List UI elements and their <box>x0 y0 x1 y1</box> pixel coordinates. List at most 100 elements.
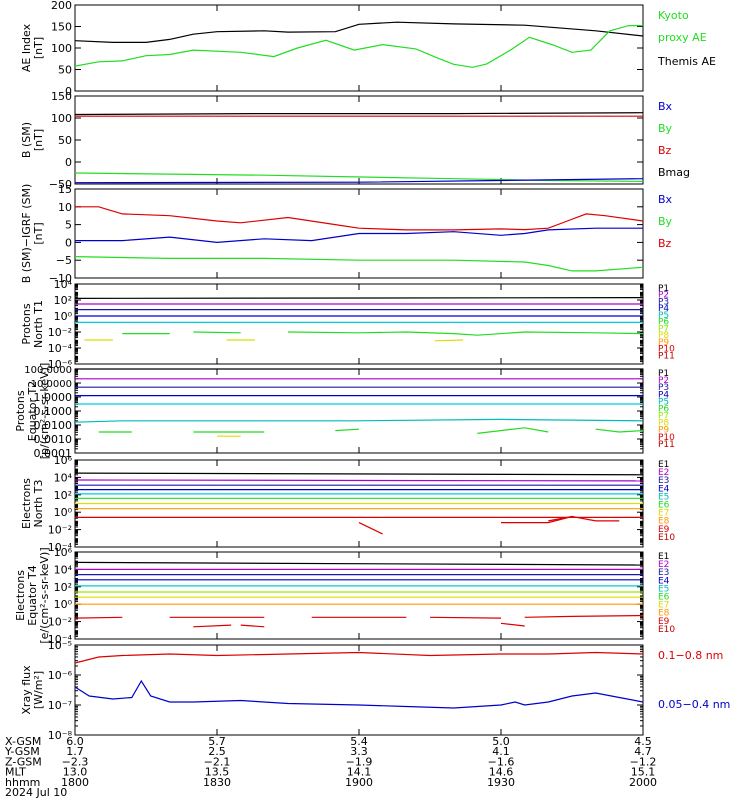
legend-entry: E3 <box>658 568 669 578</box>
legend-entry: P8 <box>658 331 669 341</box>
legend-entry: E10 <box>658 533 675 543</box>
y-tick-label: 0.0001 <box>34 447 73 460</box>
y-axis-label: Electrons <box>20 478 33 529</box>
y-tick-label: 50 <box>58 64 72 77</box>
y-tick-label: 0.1000 <box>34 405 73 418</box>
ephemeris-value: 2000 <box>629 776 657 789</box>
ephemeris-value: 1830 <box>203 776 231 789</box>
panel-8: 10⁻⁸ 10⁻⁷ 10⁻⁶ 10⁻⁵ Xray flux [W/m²] 0.1−0.8 n… <box>20 639 730 742</box>
series-line-e10 <box>500 622 525 627</box>
legend-entry: E2 <box>658 468 669 478</box>
y-tick-label: 10⁴ <box>54 278 73 291</box>
y-tick-label: 0 <box>65 236 72 249</box>
legend-entry: P11 <box>658 351 675 361</box>
ephemeris-value: −1.2 <box>630 755 657 768</box>
legend-entry: E4 <box>658 576 670 586</box>
panel-2: −50 0 50 100 150 B (SM) [nT] Bx By Bz Bmag <box>20 90 690 191</box>
ephemeris-value: 3.3 <box>350 745 368 758</box>
ephemeris-row-label: Z-GSM <box>5 755 42 768</box>
legend-entry: P10 <box>658 433 675 443</box>
series-line-e10 <box>358 522 383 535</box>
legend-entry: E5 <box>658 584 669 594</box>
series-line-00504nm <box>74 679 644 709</box>
ephemeris-value: 5.0 <box>492 735 510 748</box>
legend-entry: Themis AE <box>657 55 716 68</box>
y-tick-label: 10⁻² <box>48 524 72 537</box>
ephemeris-value: 13.5 <box>205 766 230 779</box>
series-line-0108nm <box>74 651 644 664</box>
legend-entry: E3 <box>658 476 669 486</box>
y-tick-label: 0.0010 <box>34 433 73 446</box>
legend-entry: E8 <box>658 517 670 527</box>
ephemeris-value: 1900 <box>345 776 373 789</box>
series-line-kyotoproxyae <box>74 25 643 68</box>
y-axis-label: B (SM) <box>20 122 33 158</box>
y-axis-label: [nT] <box>32 129 45 151</box>
y-axis-label: Electrons <box>14 570 27 621</box>
y-axis-label: B (SM)−IGRF (SM) <box>20 184 33 284</box>
y-tick-label: 10⁻⁶ <box>48 358 73 371</box>
legend-entry: P6 <box>658 404 669 414</box>
legend-entry: P3 <box>658 297 669 307</box>
y-tick-label: 100 <box>51 112 72 125</box>
y-tick-label: 10⁻² <box>48 326 72 339</box>
panel-frame <box>74 283 644 365</box>
ephemeris-value: 4.1 <box>492 745 510 758</box>
ephemeris-row-label: MLT <box>5 766 26 779</box>
legend-entry: E7 <box>658 601 669 611</box>
y-tick-label: 10⁶ <box>54 546 73 559</box>
y-axis-label: AE Index <box>20 23 33 72</box>
ephemeris-value: 1.7 <box>66 745 84 758</box>
series-line-e10 <box>240 624 265 628</box>
y-tick-label: 0 <box>65 156 72 169</box>
legend-entry: P9 <box>658 338 669 348</box>
legend-entry: By <box>658 122 673 135</box>
legend-entry: P4 <box>658 390 669 400</box>
legend-entry: E1 <box>658 552 669 562</box>
y-axis-label: [nT] <box>32 37 45 59</box>
ephemeris-value: −2.3 <box>62 755 89 768</box>
legend-entry: Bx <box>658 193 673 206</box>
legend-entry: E4 <box>658 484 670 494</box>
panel-frame <box>74 4 644 92</box>
y-tick-label: 10⁻⁴ <box>48 633 73 646</box>
series-line-bx <box>75 227 643 244</box>
ephemeris-value: 4.5 <box>634 735 652 748</box>
series-line-e9 <box>548 515 620 522</box>
y-tick-label: 10⁻⁴ <box>48 541 73 554</box>
y-tick-label: 10⁻⁴ <box>48 342 73 355</box>
y-axis-label: Equator T2 <box>26 381 39 441</box>
ephemeris-value: 2.5 <box>208 745 226 758</box>
legend-entry: P2 <box>658 376 669 386</box>
ephemeris-value: −1.9 <box>346 755 373 768</box>
panel-frame <box>74 644 644 736</box>
series-line-p8 <box>434 339 464 342</box>
ephemeris-value: −2.1 <box>204 755 231 768</box>
y-tick-label: −50 <box>49 178 72 191</box>
y-tick-label: 10⁴ <box>54 563 73 576</box>
y-axis-label: Equator T4 <box>26 565 39 625</box>
y-tick-label: 10.0000 <box>31 379 72 390</box>
legend-entry: 0.1−0.8 nm <box>658 649 723 662</box>
legend-entry: P1 <box>658 284 669 294</box>
legend-entry: P2 <box>658 291 669 301</box>
y-axis-label: [W/m²] <box>32 671 45 709</box>
series-line-e10 <box>501 515 573 524</box>
legend-entry: E7 <box>658 509 669 519</box>
y-tick-label: 10² <box>54 489 72 502</box>
series-line-p1 <box>74 297 644 299</box>
legend-entry: E1 <box>658 460 669 470</box>
ephemeris-value: 15.1 <box>631 766 656 779</box>
series-line-p6 <box>287 331 644 336</box>
series-line-bmag <box>74 112 644 116</box>
y-tick-label: 150 <box>51 21 72 34</box>
ephemeris-row-label: X-GSM <box>5 735 41 748</box>
legend-entry: P3 <box>658 383 669 393</box>
legend-entry: Bx <box>658 100 673 113</box>
y-tick-label: 10⁻² <box>48 616 72 629</box>
y-axis-label: [nT] <box>32 222 45 244</box>
series-line-e2 <box>74 479 644 482</box>
panel-1: 0 50 100 150 200 AE Index [nT] Kyoto proxy AE The… <box>20 0 716 98</box>
